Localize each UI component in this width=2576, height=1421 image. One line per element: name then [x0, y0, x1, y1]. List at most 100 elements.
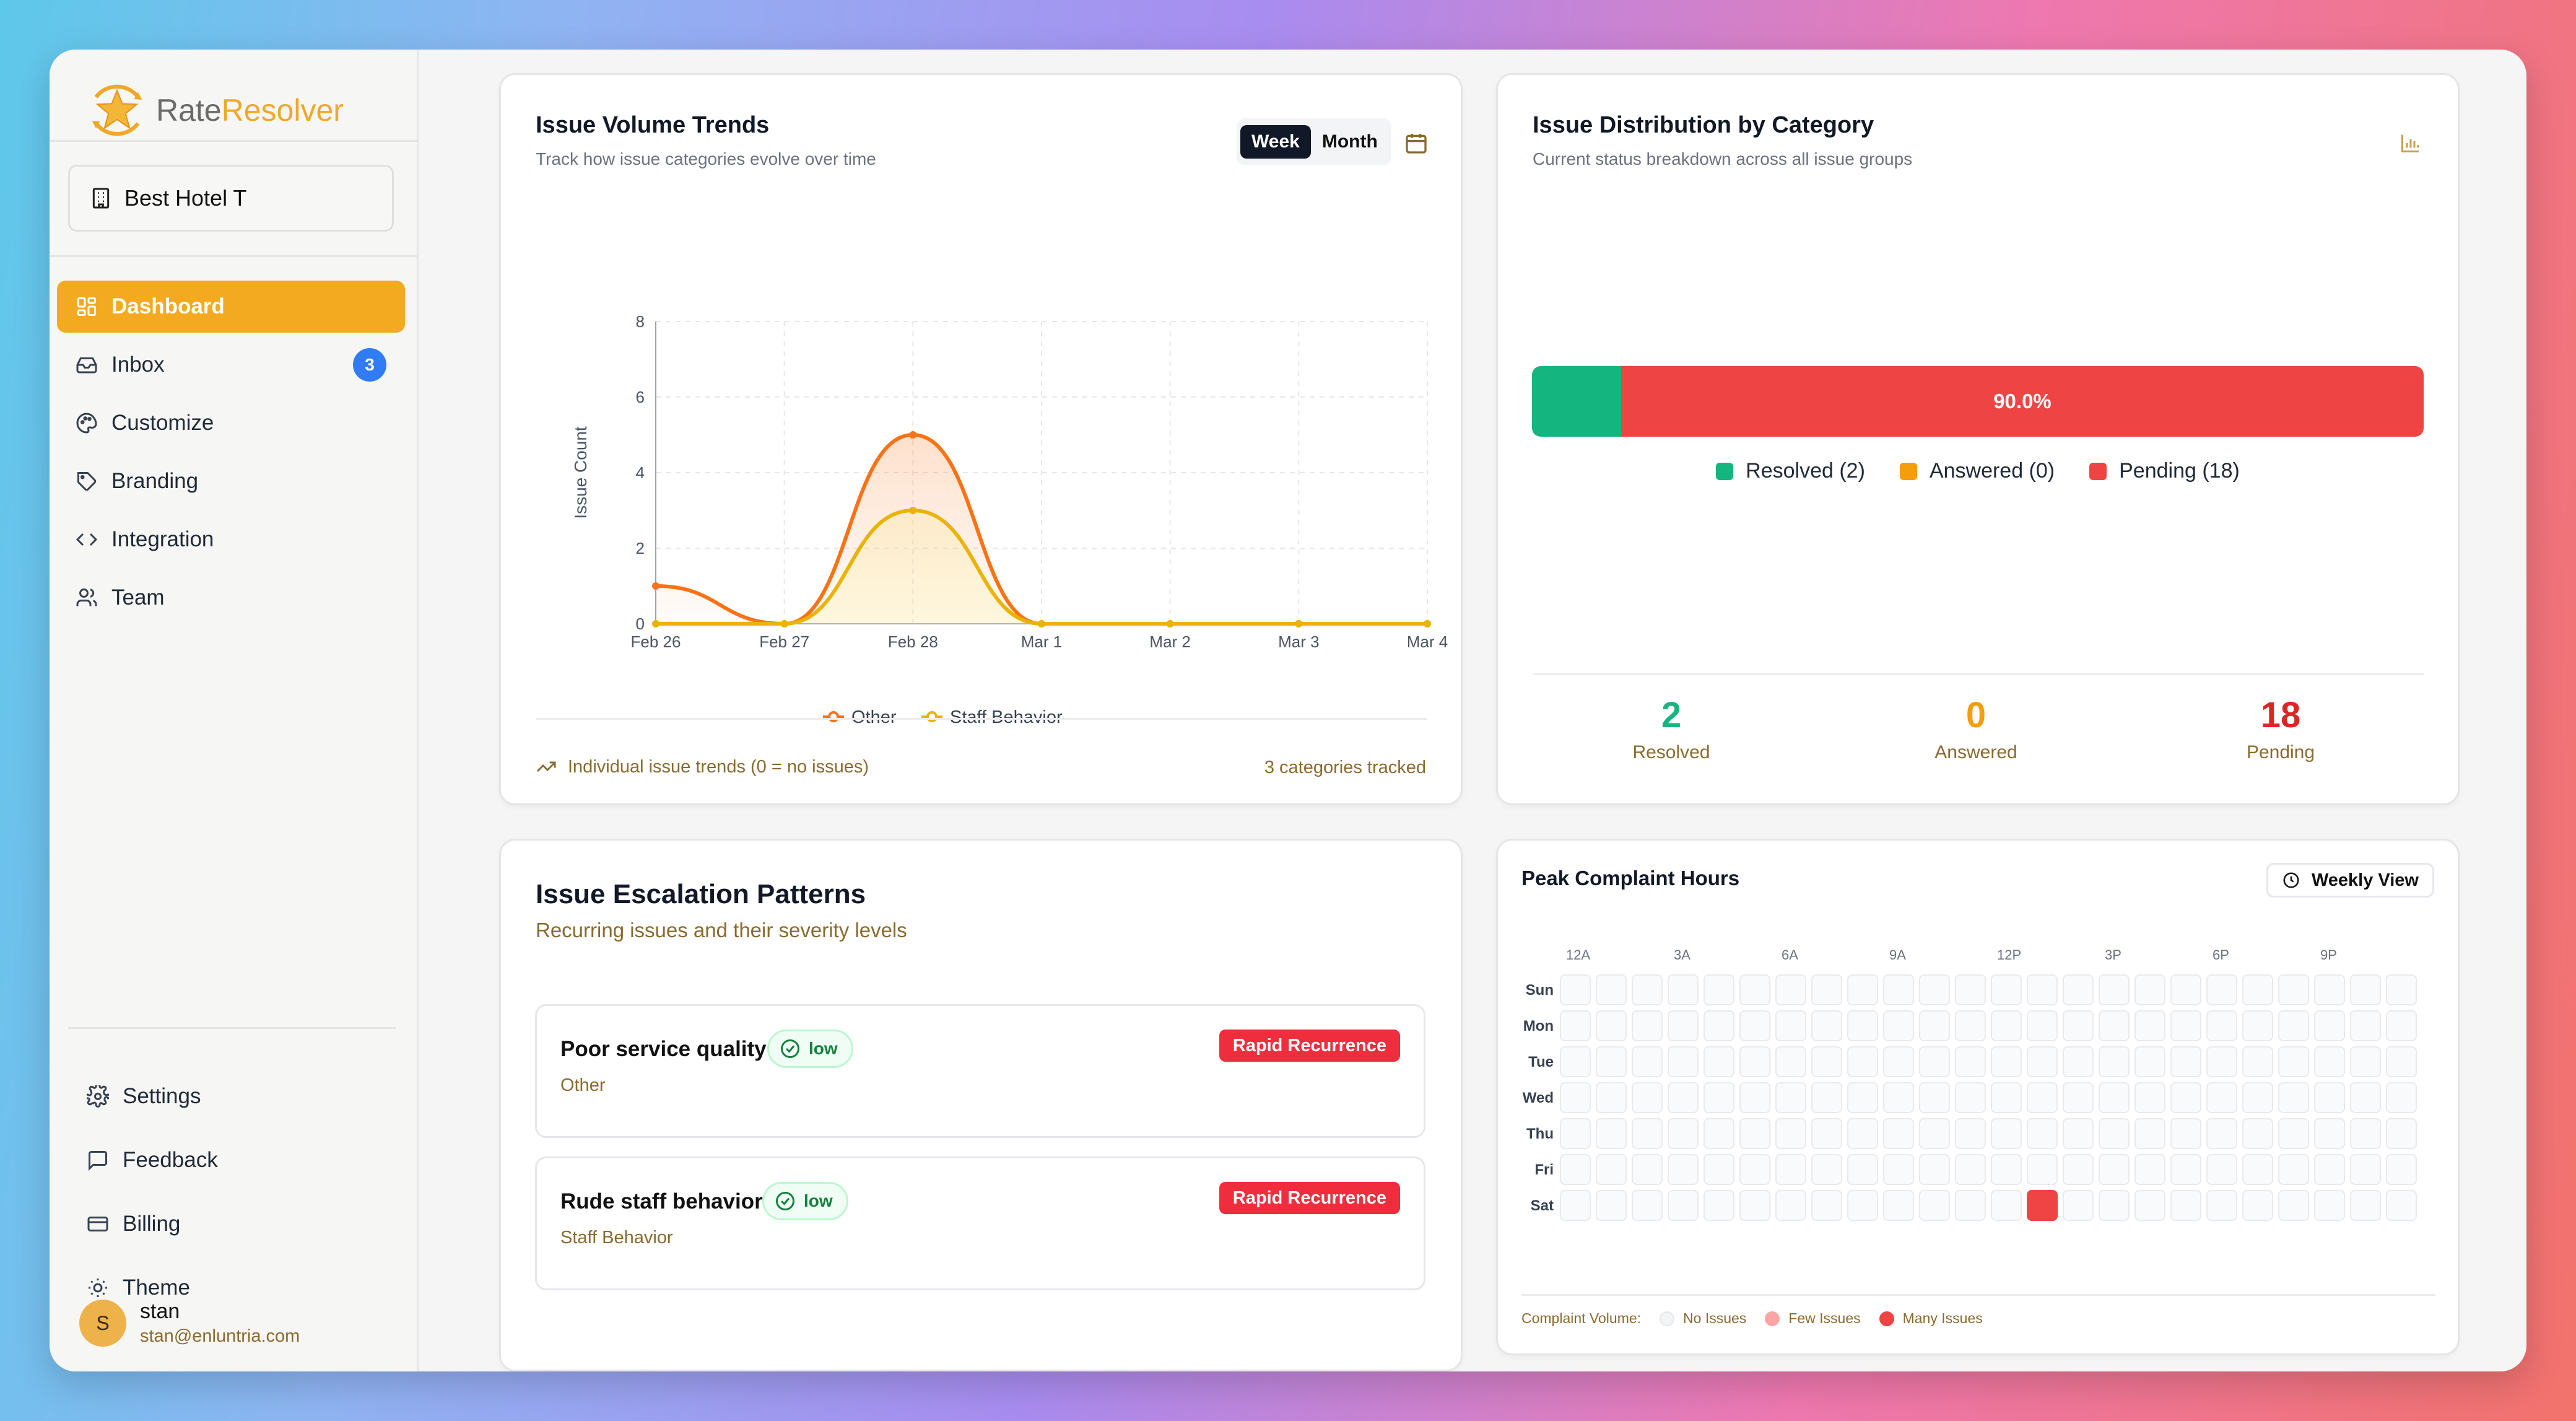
heatmap-cell[interactable]	[2027, 974, 2058, 1005]
heatmap-cell[interactable]	[1775, 1082, 1806, 1113]
heatmap-cell[interactable]	[1596, 1190, 1627, 1221]
heatmap-cell[interactable]	[2134, 974, 2165, 1005]
heatmap-cell[interactable]	[2134, 1082, 2165, 1113]
heatmap-cell[interactable]	[2206, 1046, 2237, 1077]
nav-item-feedback[interactable]: Feedback	[68, 1132, 396, 1189]
heatmap-cell[interactable]	[1991, 1154, 2022, 1185]
heatmap-cell[interactable]	[1847, 974, 1878, 1005]
heatmap-cell[interactable]	[2242, 974, 2273, 1005]
heatmap-cell[interactable]	[1919, 1010, 1950, 1041]
heatmap-cell[interactable]	[1596, 974, 1627, 1005]
user-profile[interactable]: S stan stan@enluntria.com	[79, 1300, 300, 1347]
heatmap-cell[interactable]	[2063, 1118, 2094, 1149]
heatmap-cell[interactable]	[2099, 1154, 2130, 1185]
heatmap-cell[interactable]	[2027, 1118, 2058, 1149]
heatmap-cell[interactable]	[1847, 1046, 1878, 1077]
heatmap-cell[interactable]	[1632, 1154, 1663, 1185]
heatmap-cell[interactable]	[1919, 974, 1950, 1005]
heatmap-cell[interactable]	[1668, 1046, 1699, 1077]
heatmap-cell[interactable]	[2386, 1118, 2417, 1149]
heatmap-cell[interactable]	[1704, 1118, 1734, 1149]
nav-item-settings[interactable]: Settings	[68, 1068, 396, 1125]
heatmap-cell[interactable]	[2314, 974, 2345, 1005]
heatmap-cell[interactable]	[1883, 1010, 1914, 1041]
heatmap-cell[interactable]	[1704, 974, 1734, 1005]
heatmap-cell[interactable]	[2099, 1046, 2130, 1077]
escalation-item[interactable]: Poor service quality low Other Rapid Rec…	[535, 1004, 1425, 1138]
heatmap-cell[interactable]	[2278, 1046, 2309, 1077]
heatmap-cell[interactable]	[2170, 1118, 2201, 1149]
heatmap-cell[interactable]	[1596, 1010, 1627, 1041]
heatmap-cell[interactable]	[2386, 1190, 2417, 1221]
heatmap-cell[interactable]	[1739, 1082, 1770, 1113]
heatmap-cell[interactable]	[1632, 974, 1663, 1005]
heatmap-cell[interactable]	[2314, 1118, 2345, 1149]
heatmap-cell[interactable]	[1560, 1154, 1591, 1185]
heatmap-cell[interactable]	[2099, 1010, 2130, 1041]
heatmap-cell[interactable]	[2170, 1010, 2201, 1041]
heatmap-cell[interactable]	[1811, 1154, 1842, 1185]
heatmap-cell[interactable]	[1955, 974, 1986, 1005]
heatmap-cell[interactable]	[1632, 1190, 1663, 1221]
heatmap-cell[interactable]	[1811, 1010, 1842, 1041]
heatmap-cell[interactable]	[1739, 974, 1770, 1005]
heatmap-cell[interactable]	[1811, 1046, 1842, 1077]
heatmap-cell[interactable]	[2027, 1010, 2058, 1041]
heatmap-cell[interactable]	[1955, 1190, 1986, 1221]
heatmap-cell[interactable]	[1704, 1082, 1734, 1113]
heatmap-cell[interactable]	[2063, 1154, 2094, 1185]
heatmap-cell[interactable]	[1775, 1190, 1806, 1221]
heatmap-cell[interactable]	[2350, 1082, 2381, 1113]
heatmap-cell[interactable]	[2350, 1046, 2381, 1077]
heatmap-cell[interactable]	[2134, 1010, 2165, 1041]
heatmap-cell[interactable]	[1991, 1010, 2022, 1041]
heatmap-cell[interactable]	[2063, 1082, 2094, 1113]
escalation-item[interactable]: Rude staff behavior low Staff Behavior R…	[535, 1156, 1425, 1290]
heatmap-cell[interactable]	[1632, 1118, 1663, 1149]
heatmap-cell[interactable]	[1668, 1154, 1699, 1185]
heatmap-cell[interactable]	[1739, 1010, 1770, 1041]
nav-item-billing[interactable]: Billing	[68, 1196, 396, 1253]
heatmap-cell[interactable]	[2278, 1190, 2309, 1221]
heatmap-cell[interactable]	[2134, 1046, 2165, 1077]
nav-item-branding[interactable]: Branding	[57, 455, 405, 507]
heatmap-cell[interactable]	[1739, 1154, 1770, 1185]
heatmap-cell[interactable]	[1919, 1190, 1950, 1221]
heatmap-cell[interactable]	[1991, 1082, 2022, 1113]
heatmap-cell[interactable]	[1955, 1010, 1986, 1041]
heatmap-cell[interactable]	[1775, 1154, 1806, 1185]
heatmap-cell[interactable]	[1560, 974, 1591, 1005]
heatmap-cell[interactable]	[1560, 1190, 1591, 1221]
heatmap-cell[interactable]	[2027, 1154, 2058, 1185]
heatmap-cell[interactable]	[1632, 1082, 1663, 1113]
heatmap-cell[interactable]	[2350, 974, 2381, 1005]
heatmap-cell[interactable]	[2099, 1190, 2130, 1221]
heatmap-cell[interactable]	[2242, 1118, 2273, 1149]
heatmap-cell[interactable]	[1668, 1082, 1699, 1113]
heatmap-cell[interactable]	[2170, 1190, 2201, 1221]
heatmap-cell[interactable]	[2350, 1010, 2381, 1041]
nav-item-team[interactable]: Team	[57, 572, 405, 624]
heatmap-cell[interactable]	[2206, 1010, 2237, 1041]
heatmap-cell[interactable]	[2099, 1082, 2130, 1113]
heatmap-cell[interactable]	[1919, 1118, 1950, 1149]
heatmap-cell[interactable]	[1847, 1118, 1878, 1149]
heatmap-cell[interactable]	[2314, 1010, 2345, 1041]
heatmap-cell[interactable]	[1775, 1118, 1806, 1149]
heatmap-cell[interactable]	[2027, 1082, 2058, 1113]
heatmap-cell[interactable]	[2063, 1046, 2094, 1077]
app-logo[interactable]: RateResolver	[84, 61, 344, 160]
heatmap-cell[interactable]	[1739, 1190, 1770, 1221]
heatmap-cell[interactable]	[2134, 1154, 2165, 1185]
heatmap-cell[interactable]	[2386, 1010, 2417, 1041]
heatmap-cell[interactable]	[2099, 1118, 2130, 1149]
heatmap-cell[interactable]	[1668, 974, 1699, 1005]
nav-item-integration[interactable]: Integration	[57, 514, 405, 566]
heatmap-cell[interactable]	[1847, 1190, 1878, 1221]
heatmap-cell[interactable]	[1811, 1190, 1842, 1221]
heatmap-cell[interactable]	[1596, 1154, 1627, 1185]
heatmap-cell[interactable]	[1668, 1010, 1699, 1041]
heatmap-cell[interactable]	[1919, 1154, 1950, 1185]
nav-item-inbox[interactable]: Inbox 3	[57, 339, 405, 391]
heatmap-cell[interactable]	[1704, 1010, 1734, 1041]
